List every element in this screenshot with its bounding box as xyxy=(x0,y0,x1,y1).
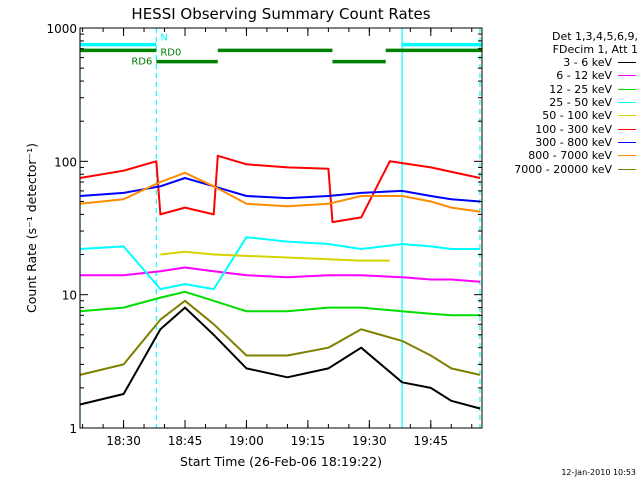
legend-swatch xyxy=(618,141,636,143)
y-tick-label: 100 xyxy=(54,155,77,169)
x-tick-label: 18:30 xyxy=(106,434,141,448)
series-line xyxy=(79,154,481,224)
legend-swatch xyxy=(618,115,636,117)
legend-header-line-2: FDecim 1, Att 1 xyxy=(552,43,638,56)
legend-entry: 3 - 6 keV xyxy=(482,56,638,69)
state-label: N xyxy=(160,33,167,44)
legend-entry: 300 - 800 keV xyxy=(482,136,638,149)
chart-title: HESSI Observing Summary Count Rates xyxy=(131,5,430,23)
series-line xyxy=(79,290,480,317)
y-axis-label: Count Rate (s⁻¹ detector⁻¹) xyxy=(24,143,39,313)
series-line xyxy=(160,250,390,262)
series-line xyxy=(79,171,481,213)
legend-swatch xyxy=(618,62,636,64)
vertical-markers xyxy=(79,28,481,428)
legend-swatch xyxy=(618,155,636,157)
x-tick-label: 19:30 xyxy=(352,434,387,448)
legend: Det 1,3,4,5,6,9, FDecim 1, Att 1 3 - 6 k… xyxy=(482,30,638,176)
y-tick-label: 1 xyxy=(69,422,77,436)
series-line xyxy=(80,266,481,283)
legend-swatch xyxy=(618,128,636,130)
legend-entry: 800 - 7000 keV xyxy=(482,149,638,162)
state-label: RD6 xyxy=(131,57,152,68)
legend-entry: 6 - 12 keV xyxy=(482,69,638,82)
legend-swatch xyxy=(618,102,636,104)
x-tick-label: 19:15 xyxy=(291,434,326,448)
plot-frame xyxy=(79,27,483,429)
x-tick-label: 19:00 xyxy=(229,434,264,448)
x-tick-label: 19:45 xyxy=(413,434,448,448)
legend-entry: 100 - 300 keV xyxy=(482,122,638,136)
series-line xyxy=(79,177,481,203)
axis-ticks: 18:30 18:45 19:00 19:15 19:30 19:45 1 10 100 1000 xyxy=(46,22,482,448)
legend-entry-label: 300 - 800 keV xyxy=(535,135,612,149)
legend-swatch xyxy=(618,75,636,77)
legend-entry-label: 25 - 50 keV xyxy=(549,96,612,110)
legend-entry-label: 50 - 100 keV xyxy=(542,109,612,123)
legend-entry: 25 - 50 keV xyxy=(482,96,638,109)
x-axis-label: Start Time (26-Feb-06 18:19:22) xyxy=(180,454,382,469)
series-line xyxy=(79,299,481,376)
legend-entry: 50 - 100 keV xyxy=(482,109,638,122)
legend-entry-label: 6 - 12 keV xyxy=(556,69,612,83)
state-label: RD0 xyxy=(160,47,181,58)
series-layer xyxy=(79,154,481,410)
footer-timestamp: 12-Jan-2010 10:53 xyxy=(561,468,636,477)
legend-entry: 12 - 25 keV xyxy=(482,83,638,96)
legend-swatch xyxy=(618,88,636,90)
legend-entry-label: 100 - 300 keV xyxy=(535,122,612,136)
legend-entry-label: 800 - 7000 keV xyxy=(528,149,612,163)
legend-entry-label: 7000 - 20000 keV xyxy=(514,162,612,176)
series-line xyxy=(79,306,481,410)
legend-entry-label: 12 - 25 keV xyxy=(549,82,612,96)
legend-entry: 7000 - 20000 keV xyxy=(482,162,638,176)
y-tick-label: 10 xyxy=(62,289,77,303)
legend-swatch xyxy=(618,168,636,170)
y-tick-label: 1000 xyxy=(46,22,77,36)
x-tick-label: 18:45 xyxy=(168,434,203,448)
annotation-layer: N RD0 RD6 xyxy=(80,33,482,68)
legend-header-line-1: Det 1,3,4,5,6,9, xyxy=(551,30,638,43)
legend-entry-label: 3 - 6 keV xyxy=(563,56,612,70)
series-line xyxy=(79,236,480,291)
